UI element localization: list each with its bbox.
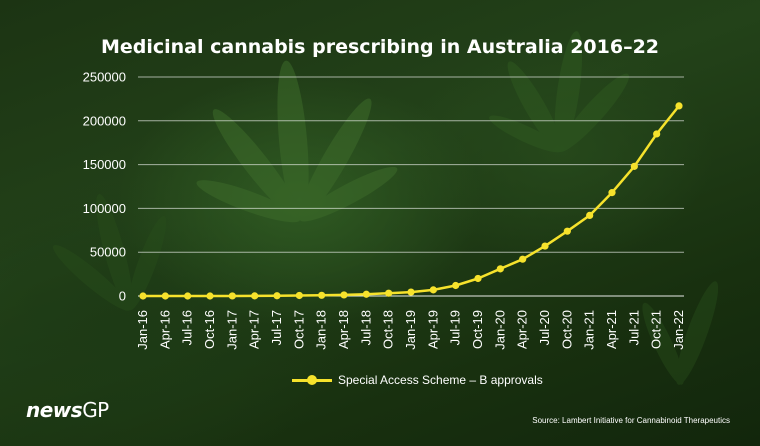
logo-gp-text: GP: [82, 398, 109, 422]
data-point: [318, 291, 326, 299]
x-tick-label: Apr-20: [515, 310, 530, 349]
data-point: [385, 289, 393, 297]
data-point: [586, 211, 594, 220]
logo-news-text: news: [26, 398, 83, 422]
y-tick-label: 100000: [83, 201, 126, 216]
x-tick-label: Jan-20: [492, 310, 507, 350]
x-tick-label: Oct-21: [649, 310, 664, 349]
y-tick-label: 150000: [83, 157, 126, 172]
x-tick-label: Jan-19: [403, 310, 418, 350]
x-tick-label: Jan-22: [671, 310, 686, 350]
data-point: [407, 288, 415, 296]
x-tick-label: Oct-19: [470, 310, 485, 349]
y-tick-label: 0: [119, 289, 126, 304]
x-tick-label: Jul-17: [269, 310, 284, 345]
x-tick-label: Oct-20: [559, 310, 574, 349]
y-tick-label: 250000: [83, 70, 126, 85]
data-point: [362, 290, 370, 298]
x-tick-label: Jul-21: [626, 310, 641, 345]
data-point: [474, 274, 482, 283]
data-point: [340, 291, 348, 299]
x-tick-label: Jul-18: [358, 310, 373, 345]
x-tick-label: Apr-16: [157, 310, 172, 349]
data-point: [519, 255, 527, 263]
x-tick-label: Oct-17: [291, 310, 306, 349]
data-point: [429, 286, 437, 294]
chart-title: Medicinal cannabis prescribing in Austra…: [100, 36, 660, 58]
source-note: Source: Lambert Initiative for Cannabino…: [532, 416, 730, 425]
data-point: [184, 292, 192, 300]
data-point: [630, 162, 638, 170]
x-tick-label: Jul-16: [180, 310, 195, 345]
x-tick-label: Apr-18: [336, 310, 351, 349]
newsgp-logo: newsGP: [26, 398, 109, 422]
legend-label: Special Access Scheme – B approvals: [338, 373, 543, 387]
x-tick-label: Oct-18: [381, 310, 396, 349]
data-point: [452, 281, 460, 290]
data-point: [273, 292, 281, 300]
x-tick-label: Jan-16: [135, 310, 150, 350]
data-point: [206, 292, 214, 300]
data-point: [251, 292, 259, 300]
x-tick-label: Jan-21: [582, 310, 597, 350]
data-point: [653, 130, 661, 138]
x-tick-label: Apr-21: [604, 310, 619, 349]
data-point: [563, 227, 571, 235]
x-tick-label: Apr-19: [425, 310, 440, 349]
data-point: [228, 292, 236, 300]
series-line: [143, 105, 680, 298]
data-point: [541, 242, 549, 250]
x-tick-label: Jul-20: [537, 310, 552, 345]
x-tick-label: Apr-17: [247, 310, 262, 349]
x-tick-label: Jan-17: [224, 310, 239, 350]
data-point: [608, 189, 616, 197]
y-tick-label: 200000: [83, 113, 126, 128]
legend: Special Access Scheme – B approvals: [292, 372, 543, 388]
legend-marker-icon: [292, 374, 332, 386]
data-point: [675, 102, 683, 110]
data-point: [139, 292, 147, 300]
x-tick-label: Jul-19: [448, 310, 463, 345]
x-tick-label: Oct-16: [202, 310, 217, 349]
data-point: [496, 265, 504, 273]
data-point: [295, 291, 303, 300]
y-tick-label: 50000: [90, 245, 126, 260]
data-point: [161, 292, 169, 300]
x-tick-label: Jan-18: [314, 310, 329, 350]
